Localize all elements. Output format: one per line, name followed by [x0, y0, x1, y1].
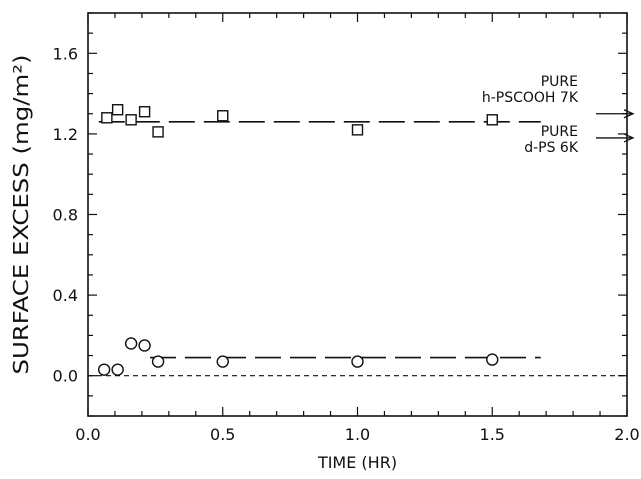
- circle-marker: [151, 355, 165, 368]
- y-tick-label: 0.8: [53, 206, 78, 225]
- x-tick-label: 0.5: [210, 425, 235, 444]
- square-marker: [486, 114, 498, 126]
- x-tick-label: 1.5: [480, 425, 505, 444]
- square-marker: [101, 112, 113, 124]
- circle-marker: [216, 355, 229, 368]
- circle-marker: [97, 363, 111, 376]
- annotation-label-line1: PURE: [541, 124, 578, 140]
- square-marker: [217, 110, 229, 122]
- annotation-label-line2: d-PS 6K: [524, 140, 579, 156]
- y-tick-label: 1.6: [53, 44, 78, 63]
- x-tick-label: 2.0: [614, 425, 639, 444]
- square-marker: [111, 104, 124, 116]
- y-tick-label: 1.2: [53, 125, 78, 144]
- y-tick-label: 0.4: [53, 286, 78, 305]
- square-marker: [138, 106, 151, 118]
- circle-marker: [138, 339, 151, 352]
- annotation-label-line1: PURE: [541, 74, 578, 90]
- square-marker: [152, 126, 164, 138]
- y-axis-title: SURFACE EXCESS (mg/m²): [9, 55, 33, 375]
- square-marker: [351, 124, 364, 136]
- circle-marker: [486, 353, 499, 366]
- circle-marker: [111, 363, 124, 376]
- square-marker: [125, 114, 137, 126]
- x-axis-title: TIME (HR): [317, 453, 397, 472]
- circle-marker: [351, 355, 364, 368]
- annotation-arrow-head: [623, 109, 635, 119]
- x-tick-label: 0.0: [75, 425, 100, 444]
- circle-marker: [124, 337, 138, 350]
- annotation-label-line2: h-PSCOOH 7K: [482, 90, 579, 106]
- x-tick-label: 1.0: [345, 425, 370, 444]
- annotation-arrow-head: [623, 133, 635, 143]
- y-tick-label: 0.0: [53, 367, 78, 386]
